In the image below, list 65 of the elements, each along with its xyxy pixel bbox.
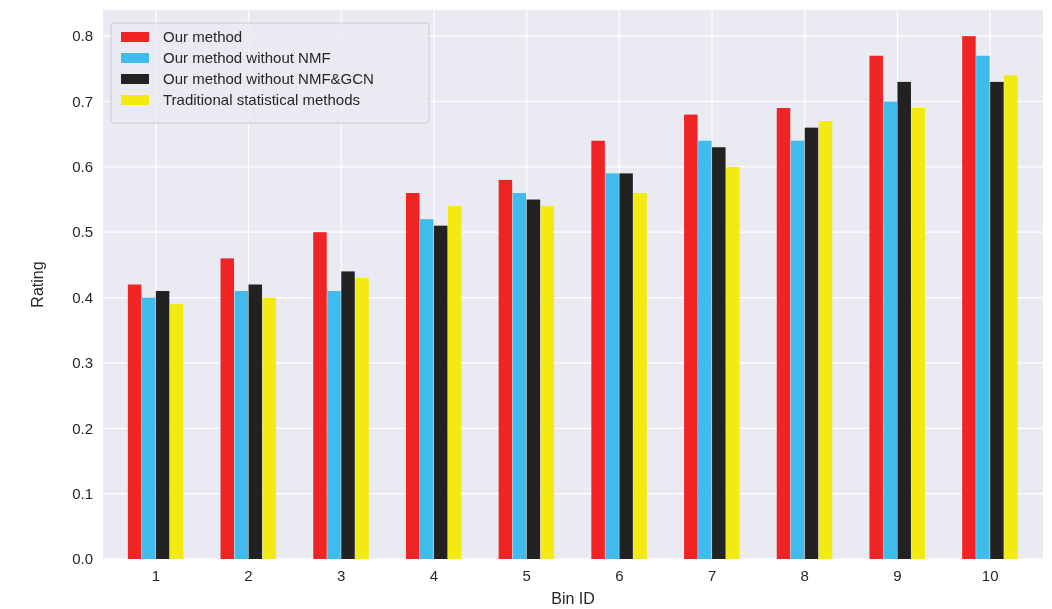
- bar: [512, 193, 527, 559]
- x-tick-label: 7: [707, 567, 717, 584]
- bar: [962, 36, 976, 559]
- bar: [220, 258, 235, 559]
- bar: [591, 140, 605, 559]
- bar: [234, 291, 249, 559]
- y-tick-label: 0.8: [72, 27, 93, 45]
- bar: [883, 101, 897, 559]
- legend-label: Traditional statistical methods: [163, 91, 361, 109]
- y-tick-label: 0.2: [72, 419, 93, 437]
- x-tick-label: 9: [893, 567, 902, 584]
- bar: [619, 173, 633, 559]
- bar: [313, 232, 327, 559]
- bar: [155, 291, 170, 559]
- bar: [869, 55, 883, 559]
- bar: [633, 193, 647, 559]
- bar: [804, 127, 819, 559]
- bar: [341, 271, 355, 559]
- y-tick-label: 0.6: [72, 158, 93, 176]
- x-tick-label: 1: [151, 567, 161, 584]
- y-tick-label: 0.3: [72, 354, 93, 372]
- bar: [540, 206, 555, 559]
- y-tick-label: 0.4: [72, 288, 93, 306]
- bar: [712, 147, 726, 559]
- bar: [355, 277, 369, 559]
- y-tick-label: 0.1: [72, 484, 93, 502]
- bar: [897, 81, 911, 559]
- bar: [698, 140, 712, 559]
- bar: [818, 121, 833, 559]
- x-tick-label: 8: [800, 567, 809, 584]
- y-axis-title: Rating: [29, 261, 46, 308]
- bar: [526, 199, 541, 559]
- bar: [419, 219, 434, 559]
- x-tick-label: 10: [981, 567, 999, 584]
- bar: [141, 297, 156, 559]
- y-tick-label: 0.0: [72, 550, 93, 568]
- x-tick-label: 2: [244, 567, 253, 584]
- legend-label: Our method: [163, 28, 243, 46]
- legend-label: Our method without NMF&GCN: [163, 70, 374, 88]
- bar: [726, 166, 740, 559]
- bar: [1004, 75, 1018, 559]
- bar: [990, 81, 1004, 559]
- bar: [605, 173, 619, 559]
- bar: [127, 284, 142, 559]
- y-tick-label: 0.7: [72, 92, 93, 110]
- bar: [169, 304, 184, 559]
- bar: [405, 193, 420, 559]
- bar: [790, 140, 805, 559]
- bar: [976, 55, 990, 559]
- bar: [433, 225, 448, 559]
- bar: [327, 291, 341, 559]
- bar: [262, 297, 277, 559]
- x-tick-label: 3: [337, 567, 346, 584]
- bar: [776, 108, 791, 559]
- bar: [684, 114, 698, 559]
- legend-label: Our method without NMF: [163, 49, 331, 67]
- x-axis-title: Bin ID: [551, 590, 595, 607]
- x-tick-label: 6: [615, 567, 624, 584]
- y-tick-label: 0.5: [72, 223, 93, 241]
- x-tick-label: 5: [522, 567, 531, 584]
- x-tick-label: 4: [429, 567, 439, 584]
- bar: [498, 179, 513, 559]
- bar: [248, 284, 263, 559]
- bar: [911, 108, 925, 559]
- bar: [447, 206, 462, 559]
